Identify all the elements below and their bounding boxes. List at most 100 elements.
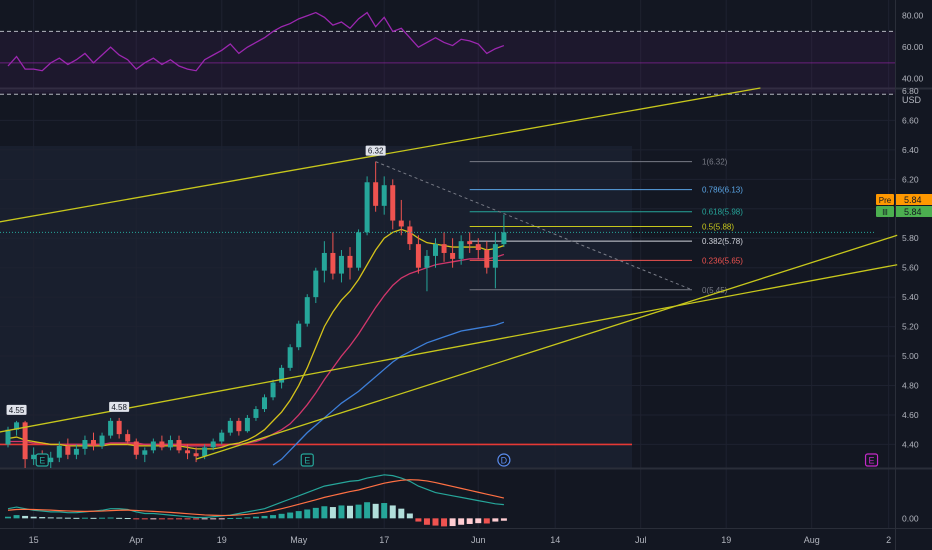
macd-bar xyxy=(398,508,405,519)
candle-body xyxy=(390,185,396,221)
high-label-bg xyxy=(109,401,130,412)
candle xyxy=(458,235,464,265)
candle-body xyxy=(133,441,139,455)
candle-body xyxy=(458,241,464,259)
candle xyxy=(99,432,105,449)
time-tick-label: Jun xyxy=(471,535,486,545)
price-tick-label: 5.80 xyxy=(902,233,919,243)
fib-label-0.786: 0.786(6.13) xyxy=(702,186,743,195)
macd-bar xyxy=(270,515,277,519)
candle xyxy=(321,241,327,283)
candle-body xyxy=(441,244,447,253)
rsi-tick-label: 60.00 xyxy=(902,42,924,52)
trendline-2[interactable] xyxy=(195,234,898,460)
price-tick-label: 5.00 xyxy=(902,351,919,361)
macd-bar xyxy=(81,517,88,519)
high-label: 4.58 xyxy=(111,403,127,412)
pre-pill-value: 5.84 xyxy=(904,195,922,205)
high-labels: 4.55 4.58 6.32 xyxy=(6,145,386,415)
candle xyxy=(381,176,387,215)
macd-bar xyxy=(124,518,131,520)
macd-signal-line xyxy=(7,479,505,517)
candle-body xyxy=(31,454,37,460)
time-tick-label: 15 xyxy=(29,535,39,545)
candle xyxy=(484,241,490,274)
ema-mid-line xyxy=(8,253,505,447)
ema-slow-line xyxy=(272,321,505,466)
macd-bar xyxy=(193,518,200,520)
macd-bar xyxy=(423,518,430,525)
candle-body xyxy=(176,440,182,451)
candle-body xyxy=(244,417,250,432)
candle xyxy=(492,232,498,289)
price-tick-label: 6.20 xyxy=(902,174,919,184)
pre-pill-label: Pre xyxy=(879,196,892,205)
candle xyxy=(356,229,362,271)
time-tick-label: May xyxy=(290,535,308,545)
macd-bar xyxy=(364,502,371,519)
trendline-0[interactable] xyxy=(0,87,761,229)
macd-histogram xyxy=(5,502,507,527)
candle-body xyxy=(304,297,310,324)
macd-bar xyxy=(73,517,80,519)
macd-bar xyxy=(355,504,362,519)
time-tick-label: Aug xyxy=(804,535,820,545)
macd-bar xyxy=(158,518,165,520)
rsi-pane[interactable] xyxy=(0,11,895,95)
macd-bar xyxy=(449,518,456,527)
macd-bar xyxy=(304,509,311,519)
candle xyxy=(185,444,191,460)
candle xyxy=(441,232,447,262)
fib-label-0.236: 0.236(5.65) xyxy=(702,256,743,265)
macd-bar xyxy=(432,518,439,526)
candle-body xyxy=(73,448,79,455)
earnings-marker[interactable] xyxy=(300,453,314,467)
candle xyxy=(424,250,430,292)
candle xyxy=(227,417,233,436)
time-tick-label: 19 xyxy=(721,535,731,545)
candle-body xyxy=(150,441,156,451)
fibonacci-retracement[interactable]: 1(6.32) 0.786(6.13) 0.618(5.98) 0.5(5.88) 0.… xyxy=(469,158,744,295)
candle xyxy=(48,451,54,468)
macd-bar xyxy=(210,518,217,520)
macd-bar xyxy=(329,507,336,519)
macd-bar xyxy=(338,505,345,519)
candlesticks xyxy=(5,161,507,468)
high-label-bg xyxy=(365,145,386,156)
candle-body xyxy=(484,250,490,268)
candle-body xyxy=(407,226,413,245)
macd-bar xyxy=(13,515,20,519)
high-label: 4.55 xyxy=(9,406,25,415)
candle-body xyxy=(167,440,173,448)
grid-lines xyxy=(0,0,895,528)
time-axis[interactable]: 15 Apr 19 May 17 Jun 14 Jul 19 Aug 2 xyxy=(29,535,892,545)
macd-pane[interactable] xyxy=(5,474,507,527)
macd-bar xyxy=(150,518,157,520)
price-pane[interactable]: 1(6.32) 0.786(6.13) 0.618(5.98) 0.5(5.88) 0.… xyxy=(0,87,898,468)
candle-body xyxy=(347,255,353,268)
candle xyxy=(82,435,88,455)
macd-bar xyxy=(321,506,328,519)
candle xyxy=(338,250,344,283)
candle xyxy=(73,444,79,460)
candle-body xyxy=(236,420,242,432)
candle xyxy=(415,235,421,274)
earnings-marker[interactable] xyxy=(864,453,879,467)
candle xyxy=(91,432,96,451)
candle-body xyxy=(193,453,199,457)
candle xyxy=(475,238,481,259)
macd-bar xyxy=(261,515,268,519)
earnings-marker[interactable] xyxy=(35,453,49,467)
macd-bar xyxy=(99,517,106,519)
candle xyxy=(330,232,336,280)
macd-bar xyxy=(227,518,234,520)
event-marker-label: D xyxy=(501,456,508,466)
macd-bar xyxy=(64,517,71,519)
candle-body xyxy=(475,244,481,251)
dividend-marker[interactable] xyxy=(497,453,511,467)
candle-body xyxy=(467,241,473,245)
macd-bar xyxy=(312,507,319,519)
candle-body xyxy=(321,252,327,271)
